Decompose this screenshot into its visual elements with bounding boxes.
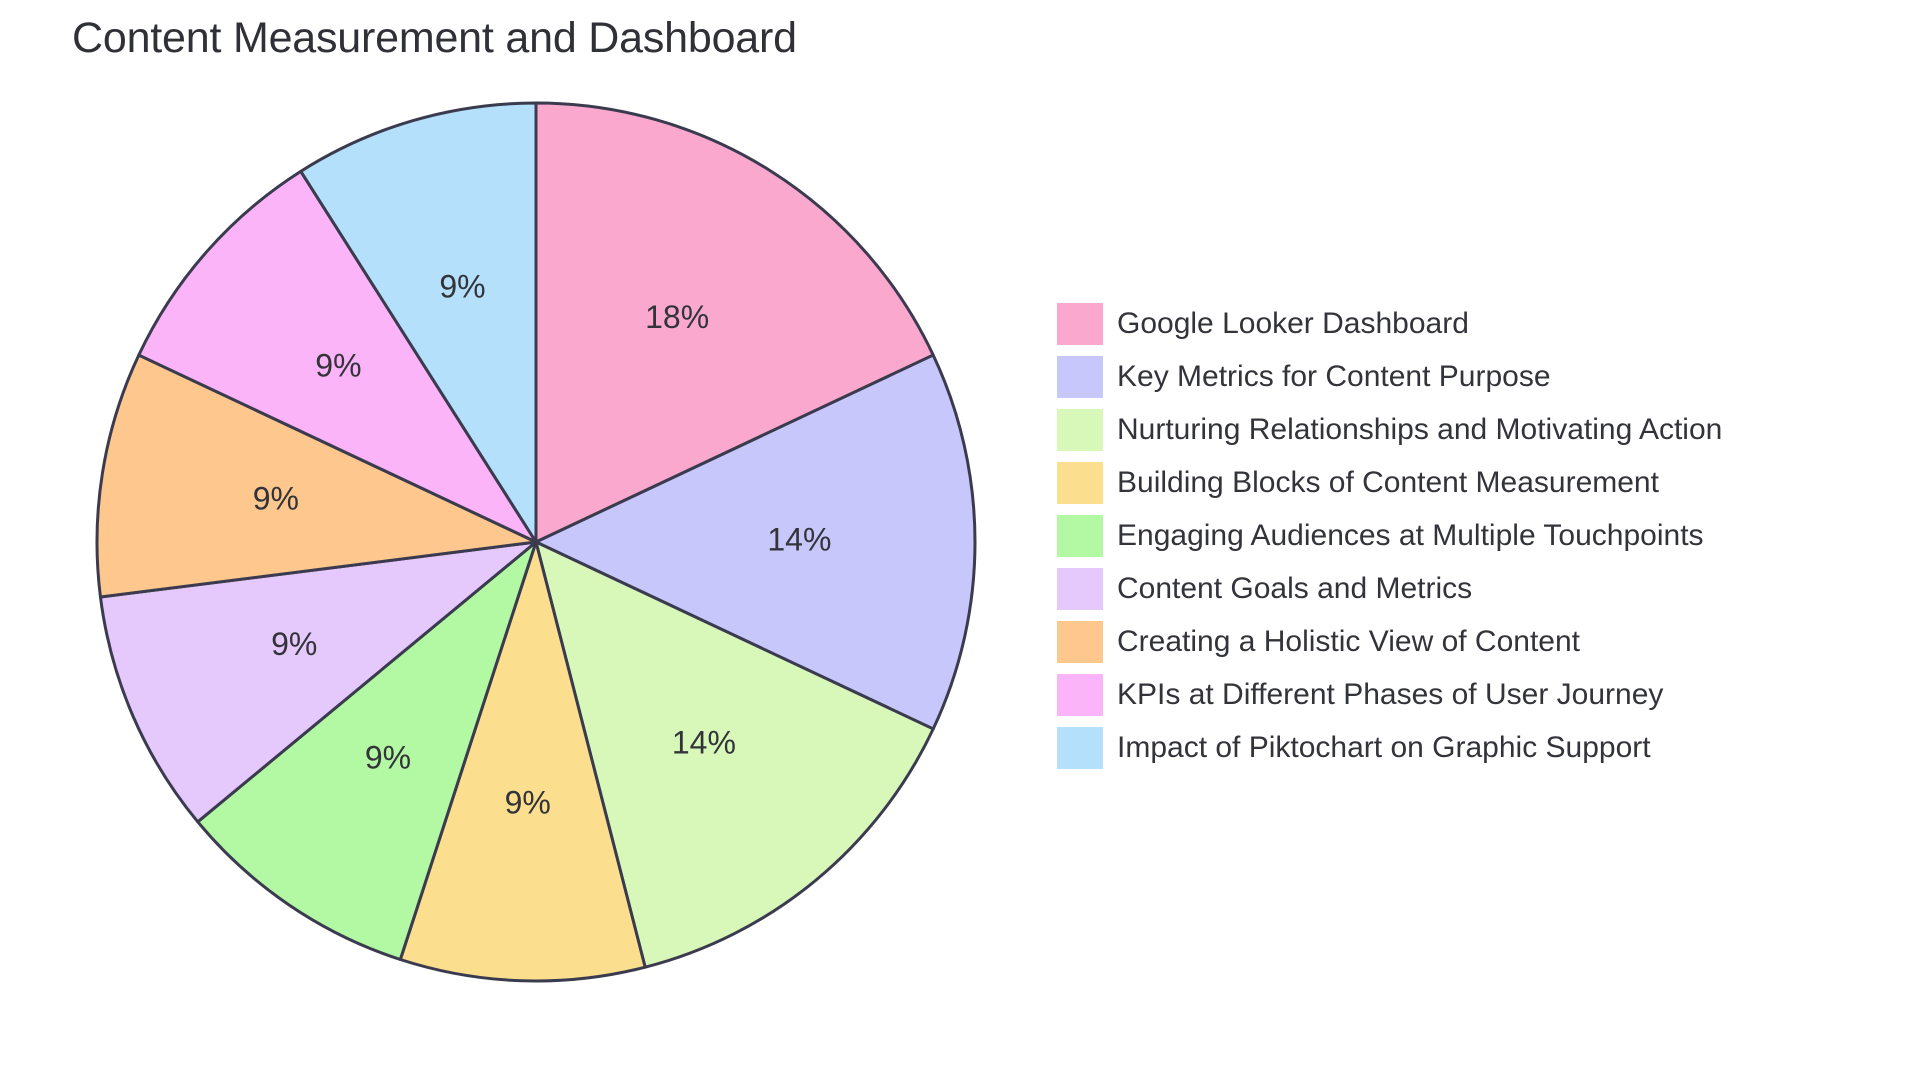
- legend-color-swatch: [1057, 461, 1103, 504]
- legend-item-label: Engaging Audiences at Multiple Touchpoin…: [1117, 518, 1704, 552]
- pie-plot-area: 18% 14% 14% 9% 9% 9% 9% 9% 9%: [95, 101, 977, 983]
- legend-color-swatch: [1057, 673, 1103, 716]
- legend-item[interactable]: Impact of Piktochart on Graphic Support: [1057, 721, 1877, 774]
- pie-slice[interactable]: [196, 540, 538, 962]
- legend-item[interactable]: KPIs at Different Phases of User Journey: [1057, 668, 1877, 721]
- pie-svg: 18% 14% 14% 9% 9% 9% 9% 9% 9%: [95, 101, 977, 983]
- legend-item-label: Content Goals and Metrics: [1117, 571, 1473, 605]
- legend-color-swatch: [1057, 567, 1103, 610]
- legend-item[interactable]: Key Metrics for Content Purpose: [1057, 350, 1877, 403]
- legend-item-label: Creating a Holistic View of Content: [1117, 624, 1581, 658]
- pie-slice[interactable]: [534, 540, 935, 969]
- pie-slice[interactable]: [95, 353, 538, 599]
- pie-slice-percentage-label: 18%: [645, 299, 709, 335]
- pie-slice-percentage-label: 14%: [767, 521, 831, 557]
- pie-slice-percentage-label: 9%: [271, 626, 317, 662]
- legend-item[interactable]: Google Looker Dashboard: [1057, 297, 1877, 350]
- legend-item[interactable]: Engaging Audiences at Multiple Touchpoin…: [1057, 509, 1877, 562]
- legend-item[interactable]: Building Blocks of Content Measurement: [1057, 456, 1877, 509]
- pie-slice[interactable]: [299, 101, 538, 544]
- legend-item[interactable]: Nurturing Relationships and Motivating A…: [1057, 403, 1877, 456]
- legend-color-swatch: [1057, 514, 1103, 557]
- legend-color-swatch: [1057, 355, 1103, 398]
- legend-item-label: KPIs at Different Phases of User Journey: [1117, 677, 1664, 711]
- pie-slice-percentage-label: 9%: [365, 739, 411, 775]
- pie-slice[interactable]: [137, 169, 538, 544]
- legend-item-label: Nurturing Relationships and Motivating A…: [1117, 412, 1723, 446]
- pie-slice-percentage-label: 9%: [439, 269, 485, 305]
- legend-color-swatch: [1057, 726, 1103, 769]
- legend-color-swatch: [1057, 302, 1103, 345]
- chart-title: Content Measurement and Dashboard: [72, 14, 797, 62]
- pie-slice-percentage-label: 9%: [505, 785, 551, 821]
- chart-legend: Google Looker Dashboard Key Metrics for C…: [1057, 297, 1877, 774]
- pie-slice[interactable]: [98, 540, 538, 824]
- legend-item[interactable]: Creating a Holistic View of Content: [1057, 615, 1877, 668]
- legend-item[interactable]: Content Goals and Metrics: [1057, 562, 1877, 615]
- pie-slice[interactable]: [534, 353, 977, 731]
- pie-slice-percentage-label: 14%: [672, 724, 736, 760]
- pie-slice-percentage-label: 9%: [315, 347, 361, 383]
- legend-item-label: Google Looker Dashboard: [1117, 306, 1469, 340]
- pie-slice[interactable]: [398, 540, 647, 983]
- legend-item-label: Building Blocks of Content Measurement: [1117, 465, 1659, 499]
- pie-slice-labels: 18% 14% 14% 9% 9% 9% 9% 9% 9%: [253, 269, 832, 821]
- pie-slice-percentage-label: 9%: [253, 480, 299, 516]
- legend-color-swatch: [1057, 620, 1103, 663]
- legend-color-swatch: [1057, 408, 1103, 451]
- pie-slices: [95, 101, 977, 983]
- legend-item-label: Key Metrics for Content Purpose: [1117, 359, 1551, 393]
- pie-slice[interactable]: [534, 101, 935, 544]
- legend-item-label: Impact of Piktochart on Graphic Support: [1117, 730, 1651, 764]
